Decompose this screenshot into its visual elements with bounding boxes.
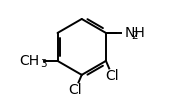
Text: 2: 2 (131, 31, 138, 41)
Text: Cl: Cl (68, 83, 82, 97)
Text: NH: NH (124, 26, 145, 40)
Text: Cl: Cl (106, 69, 119, 83)
Text: CH: CH (19, 54, 39, 68)
Text: 3: 3 (40, 59, 47, 69)
